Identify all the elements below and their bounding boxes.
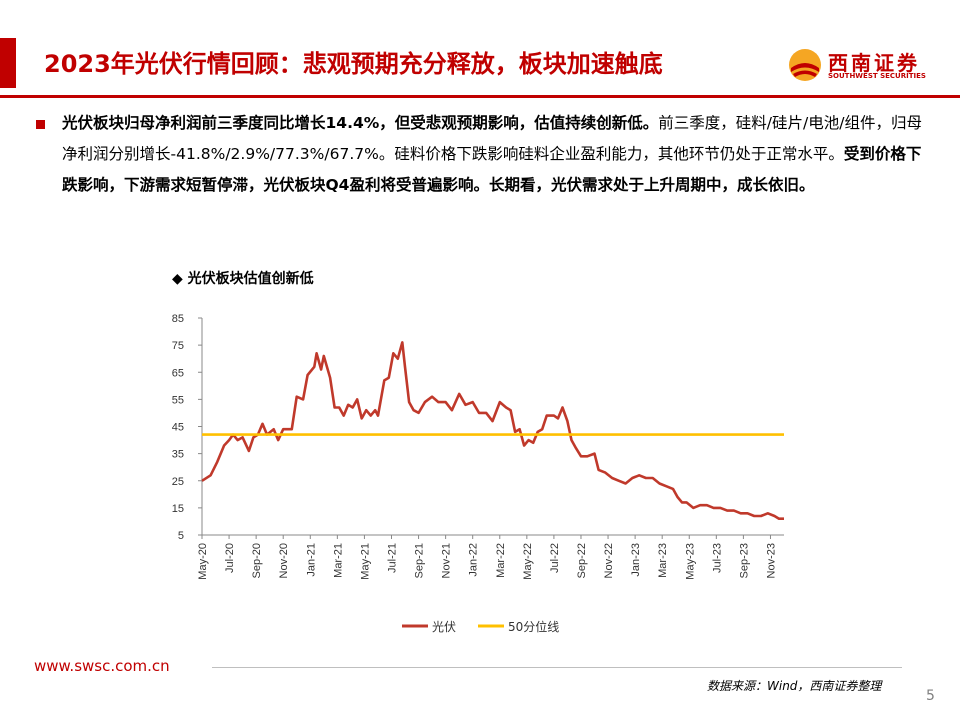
x-tick-label: Jan-22	[468, 543, 480, 577]
x-tick-label: May-20	[197, 543, 209, 580]
series-lines	[201, 341, 784, 521]
y-tick-label: 45	[172, 422, 184, 434]
x-tick-label: Sep-22	[576, 543, 588, 578]
footer-divider	[212, 667, 902, 668]
x-tick-label: May-21	[359, 543, 371, 580]
y-tick-label: 85	[172, 313, 184, 325]
x-tick-label: Jul-22	[549, 543, 561, 573]
logo-chinese-name: 西南证券	[828, 51, 920, 75]
x-axis: May-20 Jul-20 Sep-20 Nov-20 Jan-21 Mar-21 May-…	[197, 534, 784, 580]
x-tick-label: Nov-22	[603, 543, 615, 578]
page-number: 5	[926, 688, 935, 704]
series-line-pv	[201, 341, 784, 521]
x-tick-label: Nov-23	[765, 543, 777, 578]
x-tick-label: Jul-21	[386, 543, 398, 573]
company-logo: 西南证券 SOUTHWEST SECURITIES	[788, 44, 928, 84]
bullet-square	[36, 120, 45, 129]
x-tick-label: Mar-21	[332, 543, 344, 578]
y-tick-label: 5	[178, 530, 184, 542]
legend-label: 50分位线	[508, 619, 559, 634]
title-accent-bar	[0, 38, 16, 88]
x-tick-label: Nov-20	[278, 543, 290, 578]
x-tick-label: Sep-20	[251, 543, 263, 578]
x-tick-label: Sep-21	[414, 543, 426, 578]
sun-logo-icon	[789, 49, 821, 81]
x-tick-label: Jul-23	[711, 543, 723, 573]
y-tick-label: 75	[172, 340, 184, 352]
chart-legend: 光伏 50分位线	[402, 619, 559, 634]
summary-paragraph: 光伏板块归母净利润前三季度同比增长14.4%，但受悲观预期影响，估值持续创新低。…	[62, 108, 930, 201]
x-tick-label: Mar-23	[657, 543, 669, 578]
legend-label: 光伏	[432, 620, 456, 634]
y-tick-label: 55	[172, 394, 184, 406]
summary-normal: 前三季度，硅料/硅片/电池/组件，归母净利润分别增长-41.8%/2.9%/77…	[62, 114, 922, 163]
x-tick-label: Jul-20	[224, 543, 236, 573]
y-tick-label: 35	[172, 449, 184, 461]
y-axis: 5 15 25 35 45 55 65 75 85	[172, 313, 203, 542]
x-tick-label: Mar-22	[495, 543, 507, 578]
x-tick-label: Nov-21	[441, 543, 453, 578]
x-tick-label: May-23	[684, 543, 696, 580]
x-tick-label: Jan-23	[630, 543, 642, 577]
y-tick-label: 15	[172, 503, 184, 515]
summary-bold-1: 光伏板块归母净利润前三季度同比增长14.4%，但受悲观预期影响，估值持续创新低。	[62, 114, 659, 132]
title-divider	[0, 95, 960, 98]
summary-bold-2: 受到价格下跌影响，下游需求短暂停滞，光伏板块Q4盈利将受普遍影响。长期看，光伏需…	[62, 145, 922, 194]
slide-title: 2023年光伏行情回顾：悲观预期充分释放，板块加速触底	[44, 50, 663, 78]
x-tick-label: Jan-21	[305, 543, 317, 577]
chart-caption: ◆ 光伏板块估值创新低	[172, 271, 314, 287]
x-tick-label: Sep-23	[738, 543, 750, 578]
y-tick-label: 65	[172, 367, 184, 379]
x-tick-label: May-22	[522, 543, 534, 580]
data-source-note: 数据来源：Wind，西南证券整理	[707, 679, 882, 693]
y-tick-label: 25	[172, 476, 184, 488]
footer-website-link[interactable]: www.swsc.com.cn	[34, 657, 170, 675]
logo-english-name: SOUTHWEST SECURITIES	[828, 72, 926, 80]
